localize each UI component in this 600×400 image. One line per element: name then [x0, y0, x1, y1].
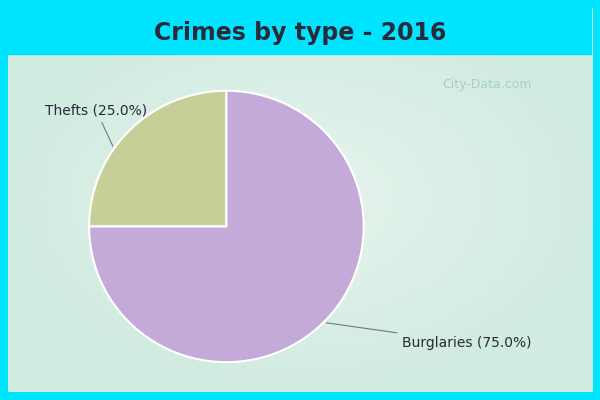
PathPatch shape	[89, 91, 226, 226]
Text: Thefts (25.0%): Thefts (25.0%)	[45, 103, 147, 146]
Bar	[8, 8, 592, 54]
Text: Crimes by type - 2016: Crimes by type - 2016	[154, 21, 446, 45]
Text: Burglaries (75.0%): Burglaries (75.0%)	[326, 323, 532, 350]
Text: City-Data.com: City-Data.com	[442, 78, 532, 91]
PathPatch shape	[89, 91, 364, 362]
